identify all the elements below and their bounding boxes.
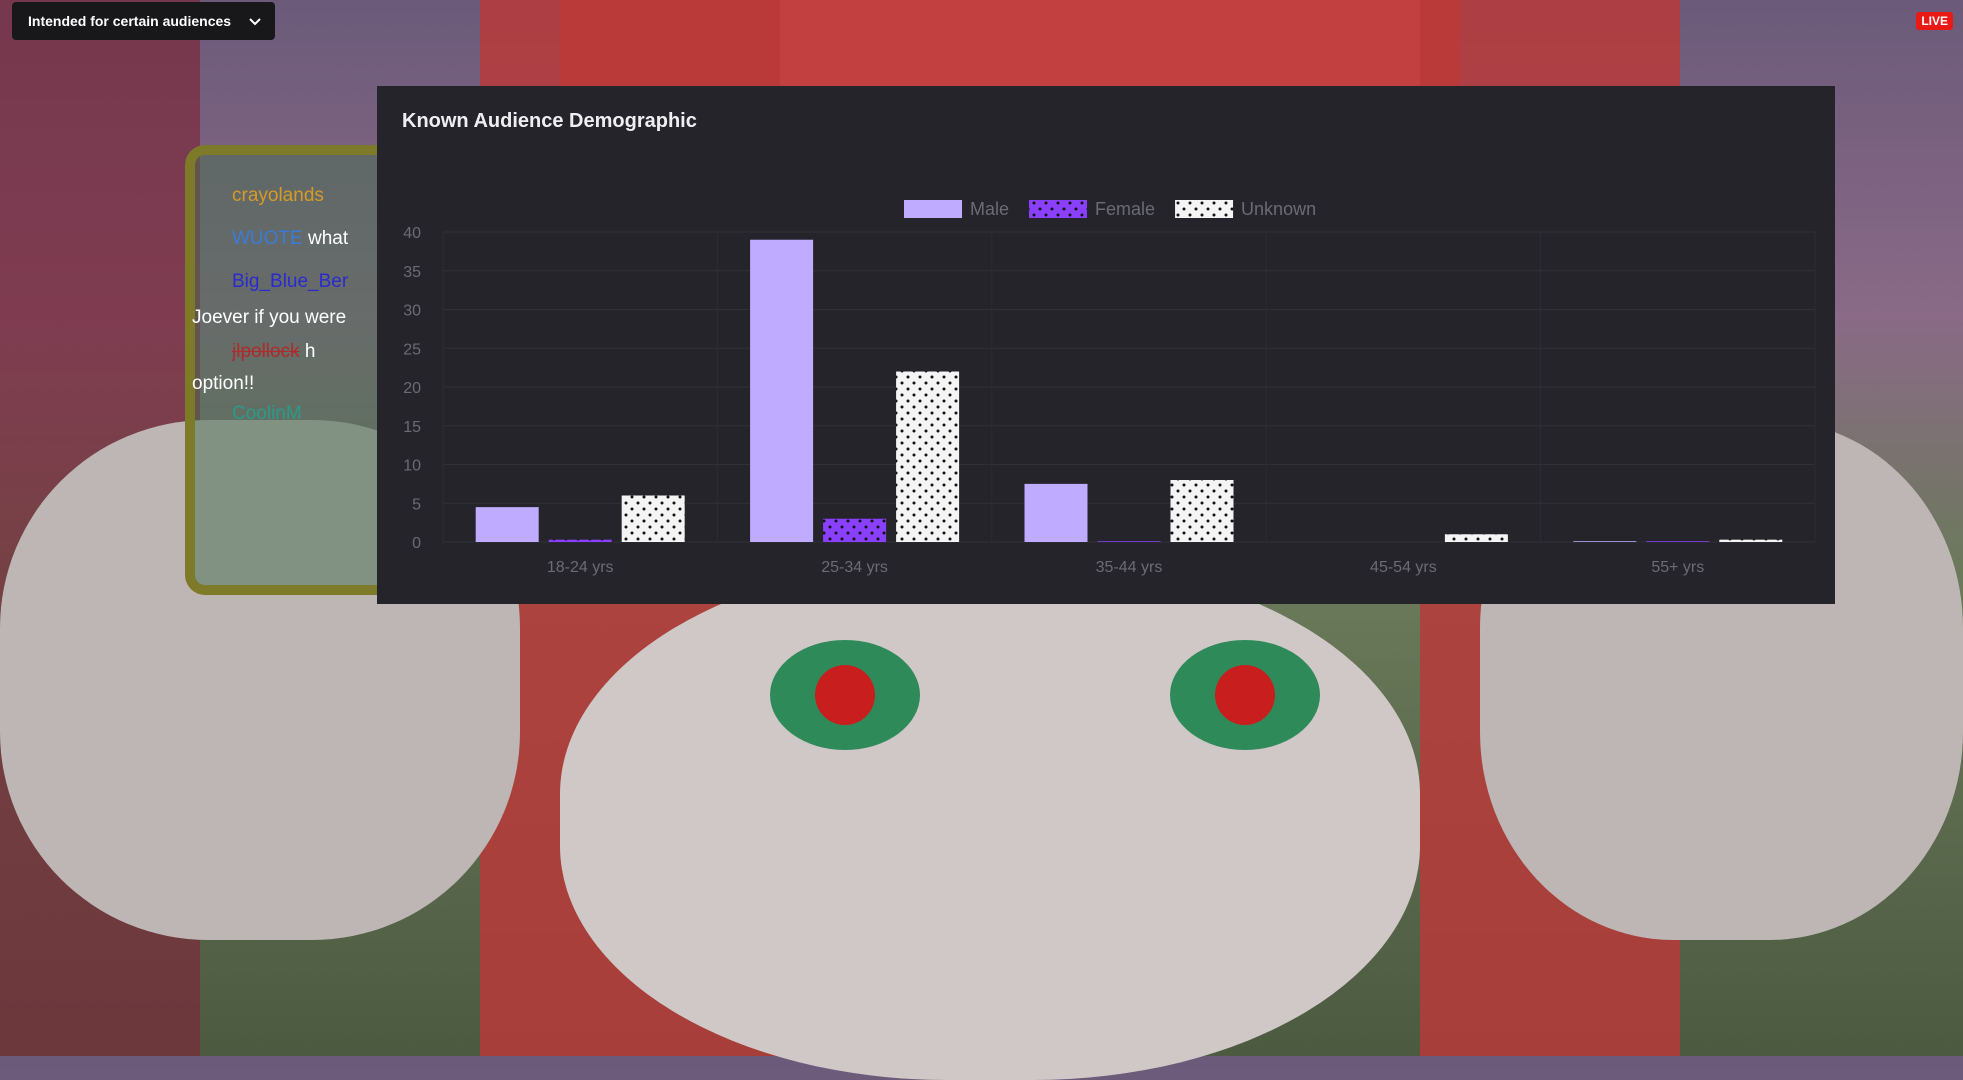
chart-panel: Known Audience Demographic 0 5 10 15 20 25 30 3… [377,86,1835,604]
x-tick-label: 18-24 yrs [547,559,614,576]
chat-message: CoolinM [232,403,302,425]
chat-text: what [308,228,349,249]
live-badge: LIVE [1916,12,1953,30]
x-tick-label: 55+ yrs [1651,559,1704,576]
y-tick-label: 35 [403,264,421,281]
chat-text: h [304,341,316,362]
audience-dropdown-button[interactable]: Intended for certain audiences [12,2,276,40]
chat-overlay: crayolands WUOTE what Big_Blue_Ber Joeve… [185,145,395,595]
legend-swatch-unknown [1175,200,1234,218]
legend-label-male: Male [970,199,1009,219]
bar-unknown [1719,539,1783,542]
background-avatar-face [560,560,1420,1080]
y-tick-label: 20 [403,380,421,397]
legend-swatch-female [1029,200,1088,218]
y-tick-label: 5 [412,496,421,513]
x-tick-label: 35-44 yrs [1096,559,1163,576]
legend-label-female: Female [1095,199,1155,219]
bar-male [750,239,814,542]
bar-female [1646,541,1710,542]
y-tick-label: 30 [403,303,421,320]
bar-female [823,518,887,542]
chat-username: jlpollock [232,341,300,362]
chat-username: CoolinM [232,403,302,424]
bar-chart: 0 5 10 15 20 25 30 35 40 18-24 yrs 25-34 yrs 35-44 … [403,199,1816,576]
y-tick-label: 0 [412,535,421,552]
bar-male [1024,483,1088,542]
chat-message: jlpollock h [232,341,315,363]
y-tick-label: 10 [403,458,421,475]
bar-unknown [1170,480,1234,542]
chevron-down-icon [249,13,261,29]
legend-swatch-male [904,200,962,218]
chat-message: Big_Blue_Ber [232,271,348,293]
avatar-eye [770,640,920,750]
bar-female [548,539,612,542]
y-tick-label: 25 [403,341,421,358]
bar-male [1573,541,1637,542]
chart-title: Known Audience Demographic [402,110,697,132]
x-tick-label: 45-54 yrs [1370,559,1437,576]
bar-unknown [1444,534,1508,542]
chat-message: WUOTE what [232,228,348,250]
chat-username: WUOTE [232,228,303,249]
bar-unknown [896,371,960,542]
y-tick-label: 40 [403,225,421,242]
bar-male [475,507,539,542]
legend-label-unknown: Unknown [1241,199,1316,219]
chat-username: crayolands [232,185,324,206]
x-tick-label: 25-34 yrs [821,559,888,576]
chat-username: Big_Blue_Ber [232,271,349,292]
bar-female [1097,541,1161,542]
chat-text: option!! [192,373,255,394]
avatar-eye [1170,640,1320,750]
bar-unknown [621,495,685,542]
chat-text: Joever if you were [192,307,347,328]
y-tick-label: 15 [403,419,421,436]
chat-message: crayolands [232,185,324,207]
audience-label: Intended for certain audiences [28,13,232,29]
